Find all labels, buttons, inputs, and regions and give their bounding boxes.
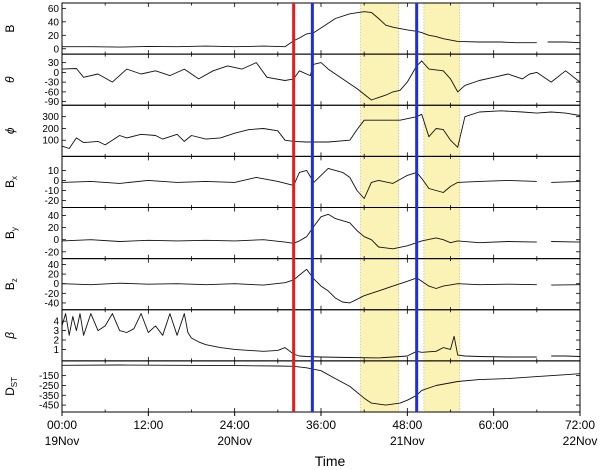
y-tick-label: 20 <box>48 270 60 281</box>
x-tick-label: 60:00 <box>479 418 509 432</box>
panel-label: ϕ <box>3 127 17 134</box>
y-tick-label: 0 <box>53 44 59 55</box>
panel-label-main: B <box>3 25 17 33</box>
panel-frame <box>61 104 581 157</box>
series-line-segment-1 <box>61 364 581 406</box>
y-tick-label: 40 <box>48 260 60 271</box>
y-tick-label: 4 <box>53 317 59 328</box>
panel-label: β <box>3 332 17 340</box>
series-line-segment-1 <box>61 313 537 359</box>
y-tick-label: 10 <box>48 166 60 177</box>
y-tick-label: 2 <box>53 336 59 347</box>
y-tick-label: 1 <box>53 345 59 356</box>
series-line-segment-1 <box>62 11 537 48</box>
series-line-segment-2 <box>547 41 581 44</box>
panel-label: By <box>3 227 19 239</box>
panel-label-main: B <box>3 231 17 239</box>
panel-label: θ <box>3 76 17 83</box>
y-tick-label: -20 <box>45 247 60 258</box>
panel-2: 300-30-60-90 θ <box>3 53 581 108</box>
panel-frame <box>61 53 581 106</box>
panel-4: 100-10-20 Bx <box>3 155 581 208</box>
series-line-segment-1 <box>61 167 537 199</box>
y-tick-label: 0 <box>53 279 59 290</box>
x-axis: 00:00 19Nov 12:00 24:00 20Nov 36:00 48:00 21Nov… <box>45 412 598 448</box>
x-date-label: 21Nov <box>390 434 425 448</box>
series-line-segment-2 <box>551 355 581 357</box>
panel-label-main: B <box>3 180 17 188</box>
x-date-label: 19Nov <box>45 434 80 448</box>
panel-label-main: θ <box>3 76 17 83</box>
y-tick-label: 20 <box>48 31 60 42</box>
x-tick-label: 12:00 <box>133 418 163 432</box>
panel-1: 0 20 40 60 B <box>3 2 581 55</box>
y-tick-label: -20 <box>45 289 60 300</box>
panel-label-main: B <box>3 282 17 290</box>
panel-frame <box>61 360 581 413</box>
y-tick-label: -90 <box>45 97 60 108</box>
y-tick-label: 0 <box>53 235 59 246</box>
y-tick-label: -60 <box>45 87 60 98</box>
y-tick-label: -40 <box>45 298 60 309</box>
series-line-segment-2 <box>551 241 581 243</box>
panel-label: Bx <box>3 176 19 188</box>
y-tick-label: 300 <box>42 112 59 123</box>
panel-frame <box>61 207 581 260</box>
y-tick-label: -350 <box>39 391 59 402</box>
x-tick-label: 72:00 <box>565 418 595 432</box>
panel-frame <box>61 155 581 208</box>
series-line-segment-1 <box>61 268 537 304</box>
panel-label: B <box>3 25 17 33</box>
y-tick-label: -250 <box>39 381 59 392</box>
y-tick-label: 40 <box>48 17 60 28</box>
y-tick-label: -10 <box>45 186 60 197</box>
series-line-segment-2 <box>551 180 581 183</box>
panel-label: Bz <box>3 278 19 290</box>
series-line-segment-1 <box>61 110 581 149</box>
panel-label-main: β <box>3 332 17 340</box>
y-tick-label: 200 <box>42 124 59 135</box>
panels-layer: 0204060B300-30-60-90θ100200300ϕ100-10-20… <box>3 2 581 413</box>
y-tick-label: 0 <box>53 176 59 187</box>
y-tick-label: 3 <box>53 326 59 337</box>
x-axis-title: Time <box>315 453 346 469</box>
y-tick-label: 60 <box>48 4 60 15</box>
panel-label-subscript: y <box>10 227 19 231</box>
y-tick-label: 40 <box>48 211 60 222</box>
panel-label: DST <box>3 377 19 396</box>
panel-8: -150-250-350-450 DST <box>3 360 581 413</box>
y-tick-label: 100 <box>42 136 59 147</box>
x-tick-label: 36:00 <box>306 418 336 432</box>
y-tick-label: -20 <box>45 196 60 207</box>
x-date-label: 20Nov <box>217 434 252 448</box>
panel-label-subscript: ST <box>10 377 19 387</box>
panel-label-subscript: z <box>10 278 19 282</box>
y-tick-label: 20 <box>48 223 60 234</box>
panel-label-main: ϕ <box>3 127 17 134</box>
x-date-label: 22Nov <box>563 434 598 448</box>
panel-label-main: D <box>3 387 17 396</box>
y-tick-label: -450 <box>39 401 59 412</box>
y-tick-label: 0 <box>53 68 59 79</box>
y-tick-label: 30 <box>48 58 60 69</box>
panel-label-subscript: x <box>10 176 19 180</box>
event-markers-layer <box>292 3 419 412</box>
x-tick-label: 24:00 <box>220 418 250 432</box>
y-tick-label: -150 <box>39 371 59 382</box>
series-line-segment-1 <box>61 60 581 101</box>
x-tick-label: 00:00 <box>47 418 77 432</box>
series-line-segment-1 <box>61 213 537 250</box>
y-tick-label: -30 <box>45 78 60 89</box>
x-tick-label: 48:00 <box>392 418 422 432</box>
